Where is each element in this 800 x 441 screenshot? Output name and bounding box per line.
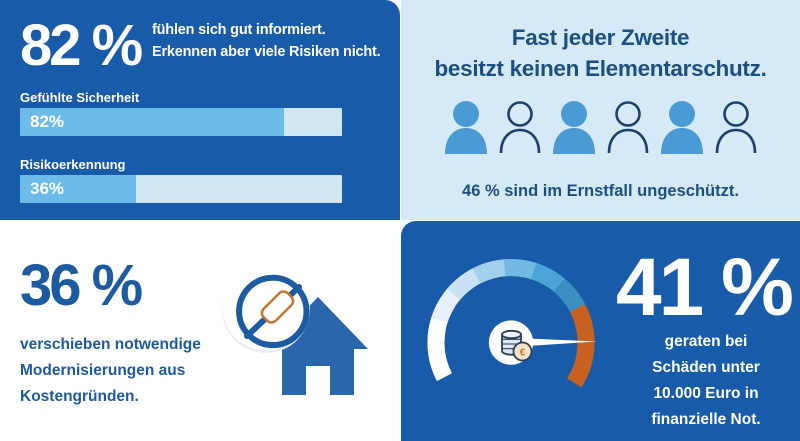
svg-text:€: € [520, 347, 526, 358]
